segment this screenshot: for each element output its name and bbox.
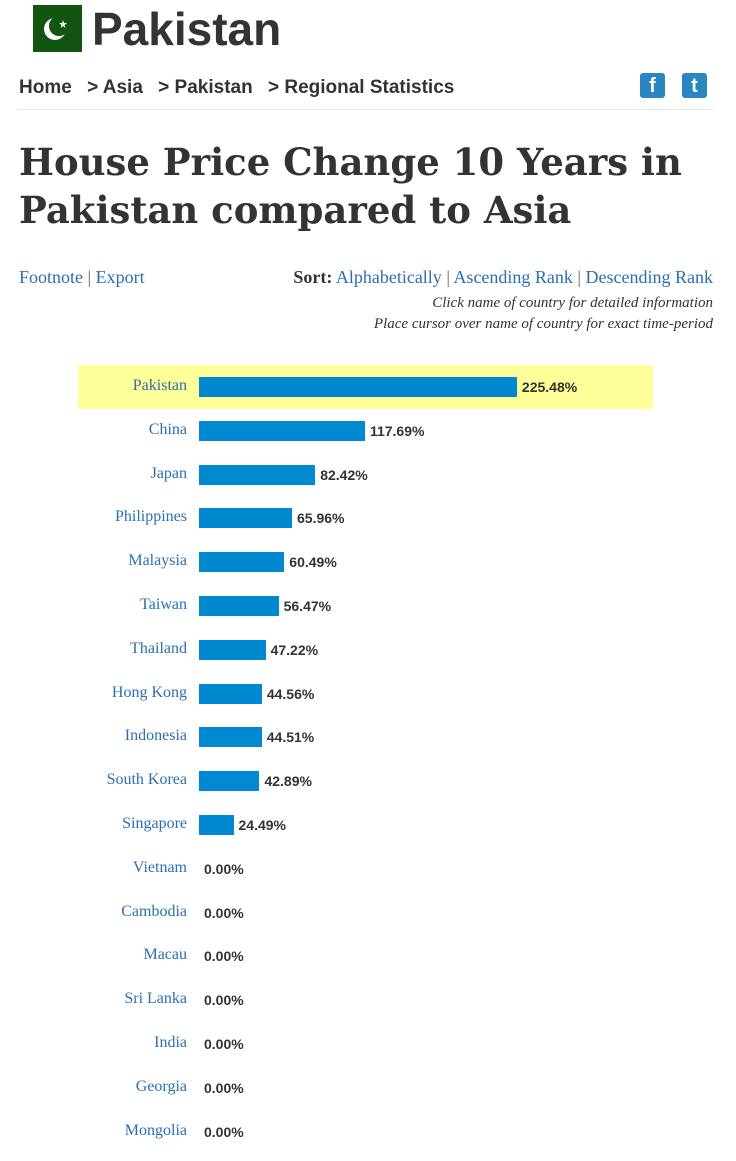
value-label: 44.51% xyxy=(266,729,315,746)
country-label[interactable]: Macau xyxy=(143,946,187,964)
pakistan-flag-icon xyxy=(33,5,82,52)
country-label[interactable]: South Korea xyxy=(106,771,187,789)
separator: | xyxy=(87,267,92,287)
breadcrumb-regional[interactable]: > Regional Statistics xyxy=(267,77,455,98)
site-title: Pakistan xyxy=(92,3,282,55)
bar xyxy=(199,377,517,397)
breadcrumb-home[interactable]: Home xyxy=(19,77,72,98)
breadcrumb-pakistan[interactable]: > Pakistan xyxy=(158,77,253,98)
bar xyxy=(199,464,316,485)
note-click: Click name of country for detailed infor… xyxy=(432,295,713,311)
country-label[interactable]: Malaysia xyxy=(128,552,187,570)
country-label[interactable]: Indonesia xyxy=(124,727,187,745)
value-label: 42.89% xyxy=(264,773,312,790)
value-label: 0.00% xyxy=(204,1123,244,1140)
country-label[interactable]: Sri Lanka xyxy=(124,990,187,1008)
sort-options: Sort: Alphabetically | Ascending Rank | … xyxy=(293,267,713,288)
value-label: 0.00% xyxy=(204,860,244,877)
value-label: 0.00% xyxy=(204,904,244,921)
sort-alphabetically[interactable]: Alphabetically xyxy=(335,267,442,287)
value-label: 117.69% xyxy=(369,422,425,439)
bar xyxy=(199,815,234,835)
country-label[interactable]: Vietnam xyxy=(132,858,187,876)
page-title: House Price Change 10 Years in Pakistan … xyxy=(19,140,682,232)
bar xyxy=(199,552,285,573)
export-link[interactable]: Export xyxy=(95,267,145,287)
sort-label: Sort: xyxy=(293,267,333,287)
country-label[interactable]: China xyxy=(148,420,187,438)
footnote-link[interactable]: Footnote xyxy=(19,267,84,287)
separator: | xyxy=(446,267,450,287)
bar xyxy=(199,771,260,792)
country-label[interactable]: Thailand xyxy=(130,639,187,657)
twitter-icon[interactable]: t xyxy=(682,73,707,98)
value-label: 24.49% xyxy=(238,817,286,833)
breadcrumb-asia[interactable]: > Asia xyxy=(87,77,143,98)
bar xyxy=(199,639,266,660)
country-label[interactable]: Japan xyxy=(150,464,187,482)
country-label[interactable]: Singapore xyxy=(122,815,187,832)
country-label[interactable]: Pakistan xyxy=(132,377,187,394)
value-label: 44.56% xyxy=(266,685,315,702)
sort-descending[interactable]: Descending Rank xyxy=(585,267,713,287)
country-label[interactable]: Philippines xyxy=(114,508,187,526)
bar xyxy=(199,420,365,441)
divider xyxy=(18,109,713,110)
country-label[interactable]: Mongolia xyxy=(124,1121,187,1139)
page-links: Footnote | Export xyxy=(19,267,145,288)
value-label: 0.00% xyxy=(204,1036,244,1052)
facebook-icon[interactable]: f xyxy=(640,73,665,98)
note-cursor: Place cursor over name of country for ex… xyxy=(373,316,713,332)
country-label[interactable]: India xyxy=(154,1034,187,1051)
country-label[interactable]: Georgia xyxy=(135,1077,187,1095)
separator: | xyxy=(577,267,582,287)
value-label: 65.96% xyxy=(297,510,345,527)
value-label: 225.48% xyxy=(521,379,578,395)
sort-ascending[interactable]: Ascending Rank xyxy=(453,267,573,287)
bar xyxy=(199,683,262,704)
bar xyxy=(199,596,279,616)
breadcrumb: Home > Asia > Pakistan > Regional Statis… xyxy=(19,77,464,99)
country-label[interactable]: Cambodia xyxy=(121,902,187,920)
value-label: 0.00% xyxy=(204,992,244,1009)
country-label[interactable]: Hong Kong xyxy=(111,683,187,701)
value-label: 0.00% xyxy=(204,1079,244,1096)
bar xyxy=(199,727,262,748)
value-label: 82.42% xyxy=(320,466,368,483)
country-label[interactable]: Taiwan xyxy=(140,596,187,613)
value-label: 56.47% xyxy=(283,598,332,614)
value-label: 0.00% xyxy=(204,948,244,965)
value-label: 47.22% xyxy=(270,641,319,658)
value-label: 60.49% xyxy=(289,554,337,571)
bar xyxy=(199,508,292,529)
